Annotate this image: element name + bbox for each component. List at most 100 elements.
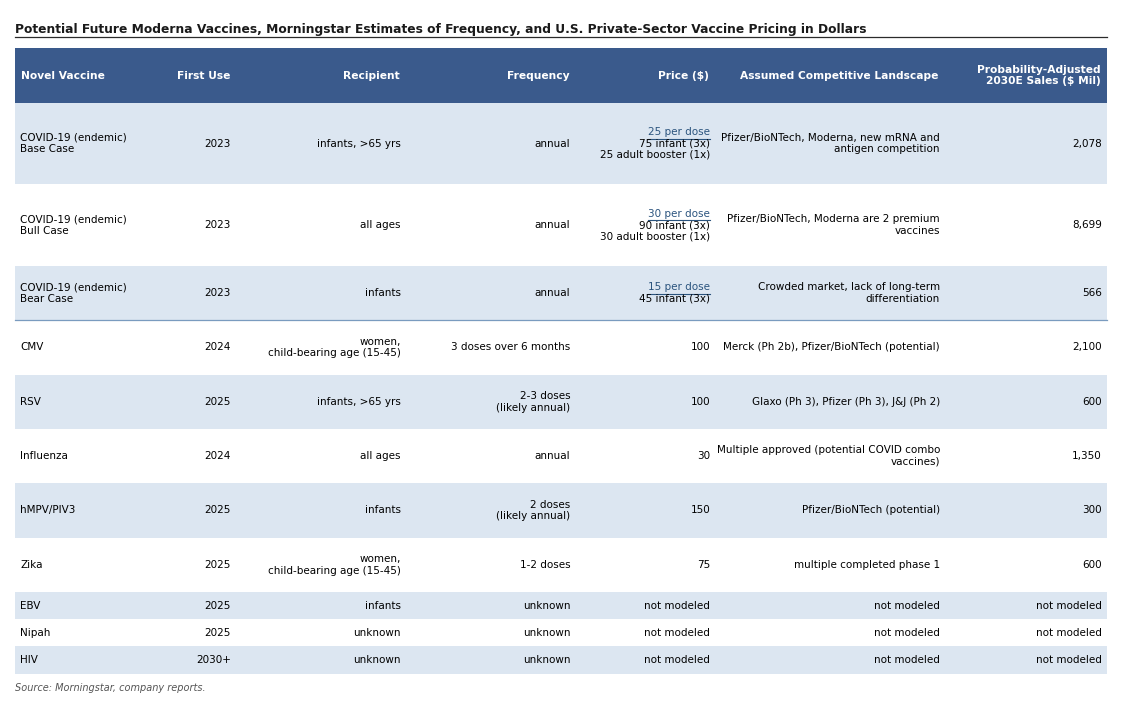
Text: 2 doses
(likely annual): 2 doses (likely annual) [496, 500, 570, 521]
Bar [15, 429, 167, 484]
Text: unknown: unknown [523, 655, 570, 665]
Text: Potential Future Moderna Vaccines, Morningstar Estimates of Frequency, and U.S. : Potential Future Moderna Vaccines, Morni… [15, 23, 866, 35]
Bar [576, 537, 716, 592]
Bar [946, 592, 1107, 619]
Bar [716, 48, 946, 103]
Text: infants, >65 yrs: infants, >65 yrs [316, 397, 401, 407]
Bar [946, 103, 1107, 184]
Bar [237, 592, 406, 619]
Bar [406, 647, 576, 674]
Bar [167, 537, 237, 592]
Bar [167, 647, 237, 674]
Bar [576, 184, 716, 266]
Bar [406, 184, 576, 266]
Bar [237, 374, 406, 429]
Text: multiple completed phase 1: multiple completed phase 1 [793, 560, 940, 570]
Text: women,
child-bearing age (15-45): women, child-bearing age (15-45) [268, 337, 401, 358]
Text: Glaxo (Ph 3), Pfizer (Ph 3), J&J (Ph 2): Glaxo (Ph 3), Pfizer (Ph 3), J&J (Ph 2) [752, 397, 940, 407]
Bar [15, 320, 167, 374]
Text: 2,078: 2,078 [1072, 138, 1102, 149]
Bar [237, 484, 406, 537]
Text: not modeled: not modeled [644, 655, 710, 665]
Bar [716, 592, 946, 619]
Bar [576, 484, 716, 537]
Bar [716, 374, 946, 429]
Text: First Use: First Use [176, 70, 230, 81]
Text: 2-3 doses
(likely annual): 2-3 doses (likely annual) [496, 391, 570, 413]
Text: 2025: 2025 [204, 397, 231, 407]
Bar [406, 48, 576, 103]
Bar [946, 537, 1107, 592]
Text: not modeled: not modeled [874, 601, 940, 610]
Text: Zika: Zika [20, 560, 43, 570]
Text: COVID-19 (endemic)
Base Case: COVID-19 (endemic) Base Case [20, 133, 127, 155]
Bar [237, 429, 406, 484]
Bar [946, 619, 1107, 647]
Text: Nipah: Nipah [20, 627, 50, 638]
Text: not modeled: not modeled [644, 601, 710, 610]
Text: 2025: 2025 [204, 506, 231, 515]
Text: all ages: all ages [360, 220, 401, 230]
Text: not modeled: not modeled [1036, 655, 1102, 665]
Text: 2023: 2023 [204, 288, 231, 298]
Bar [946, 320, 1107, 374]
Text: Pfizer/BioNTech (potential): Pfizer/BioNTech (potential) [802, 506, 940, 515]
Bar [237, 320, 406, 374]
Text: HIV: HIV [20, 655, 38, 665]
Text: 566: 566 [1082, 288, 1102, 298]
Text: 2025: 2025 [204, 560, 231, 570]
Text: Influenza: Influenza [20, 451, 68, 461]
Bar [946, 484, 1107, 537]
Bar [237, 619, 406, 647]
Text: hMPV/PIV3: hMPV/PIV3 [20, 506, 75, 515]
Text: Merck (Ph 2b), Pfizer/BioNTech (potential): Merck (Ph 2b), Pfizer/BioNTech (potentia… [724, 342, 940, 352]
Bar [576, 266, 716, 320]
Text: 600: 600 [1083, 397, 1102, 407]
Bar [716, 619, 946, 647]
Bar [237, 266, 406, 320]
Bar [15, 103, 167, 184]
Bar [237, 184, 406, 266]
Text: 8,699: 8,699 [1072, 220, 1102, 230]
Text: 30 adult booster (1x): 30 adult booster (1x) [600, 231, 710, 242]
Text: 45 infant (3x): 45 infant (3x) [640, 294, 710, 303]
Text: 2030+: 2030+ [196, 655, 231, 665]
Bar [576, 320, 716, 374]
Bar [167, 484, 237, 537]
Bar [716, 320, 946, 374]
Bar [406, 429, 576, 484]
Text: Crowded market, lack of long-term
differentiation: Crowded market, lack of long-term differ… [757, 282, 940, 304]
Text: 1-2 doses: 1-2 doses [519, 560, 570, 570]
Text: 30 per dose: 30 per dose [649, 208, 710, 219]
Text: EBV: EBV [20, 601, 40, 610]
Text: infants, >65 yrs: infants, >65 yrs [316, 138, 401, 149]
Text: Source: Morningstar, company reports.: Source: Morningstar, company reports. [15, 683, 205, 693]
Bar [237, 647, 406, 674]
Bar [576, 619, 716, 647]
Bar [406, 103, 576, 184]
Text: unknown: unknown [353, 655, 401, 665]
Text: not modeled: not modeled [1036, 601, 1102, 610]
Bar [15, 619, 167, 647]
Text: Pfizer/BioNTech, Moderna are 2 premium
vaccines: Pfizer/BioNTech, Moderna are 2 premium v… [727, 214, 940, 236]
Text: infants: infants [365, 506, 401, 515]
Text: 100: 100 [690, 397, 710, 407]
Bar [946, 429, 1107, 484]
Text: annual: annual [534, 220, 570, 230]
Text: 15 per dose: 15 per dose [649, 282, 710, 292]
Bar [946, 48, 1107, 103]
Bar [237, 48, 406, 103]
Text: annual: annual [534, 288, 570, 298]
Text: annual: annual [534, 451, 570, 461]
Text: Multiple approved (potential COVID combo
vaccines): Multiple approved (potential COVID combo… [717, 445, 940, 467]
Bar [15, 184, 167, 266]
Bar [716, 647, 946, 674]
Bar [946, 266, 1107, 320]
Bar [716, 537, 946, 592]
Text: Pfizer/BioNTech, Moderna, new mRNA and
antigen competition: Pfizer/BioNTech, Moderna, new mRNA and a… [721, 133, 940, 155]
Text: 2023: 2023 [204, 138, 231, 149]
Text: 2023: 2023 [204, 220, 231, 230]
Bar [15, 592, 167, 619]
Bar [716, 266, 946, 320]
Text: Frequency: Frequency [506, 70, 569, 81]
